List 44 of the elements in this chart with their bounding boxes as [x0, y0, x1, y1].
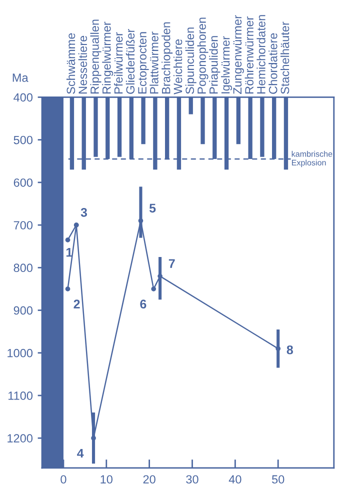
annotation: 7 [168, 259, 175, 268]
x-tick-label: Röhrenwürmer [244, 16, 254, 94]
x-tick-label: 40 [228, 475, 242, 484]
x-tick-label: 20 [143, 475, 156, 484]
annotation: 6 [140, 300, 146, 309]
x-tick-label: Plattwürmer [150, 32, 158, 94]
x-tick-label: Igelwürmer [221, 36, 232, 94]
y-tick-label: 800 [14, 264, 33, 272]
annotation: 1 [66, 248, 72, 257]
ref-line-label: kambrische Explosion [292, 150, 332, 168]
y-tick-label: 600 [14, 178, 33, 187]
annotation: 5 [149, 204, 156, 213]
y-tick-label: 500 [14, 136, 33, 144]
x-tick-label: Gliederfüßer [126, 29, 135, 94]
y-axis-title: Ma [12, 74, 28, 82]
x-tick-label: Weichtiere [173, 39, 182, 94]
x-tick-label: Chordatiere [268, 33, 278, 94]
x-tick-label: Sipunculiden [185, 28, 196, 94]
x-tick-label: Schwämme [66, 33, 76, 94]
x-tick-label: 50 [272, 475, 284, 484]
annotation: 8 [286, 345, 293, 354]
x-tick-label: Brachiopoden [162, 22, 173, 94]
annotation: 3 [80, 208, 88, 217]
annotation: 2 [74, 300, 80, 308]
x-tick-label: Nesseltiere [78, 36, 88, 94]
y-tick-label: 400 [14, 93, 33, 102]
annotation: 4 [77, 448, 84, 458]
y-tick-label: 900 [14, 306, 33, 315]
x-tick-label: Hemichordaten [256, 15, 266, 94]
x-tick-label: 0 [60, 475, 66, 484]
x-tick-label: Rippenquallen [90, 20, 102, 94]
x-tick-label: 10 [100, 475, 112, 484]
x-tick-label: Ringelwürmer [102, 22, 114, 94]
x-tick-label: 30 [186, 475, 198, 484]
y-tick-label: 1200 [8, 434, 33, 442]
x-tick-label: Ectoprocten [138, 32, 149, 94]
y-tick-label: 1000 [8, 348, 33, 358]
x-tick-label: Pfeilwürmer [114, 32, 123, 94]
y-tick-label: 1100 [8, 392, 33, 400]
y-tick-label: 700 [14, 221, 33, 230]
x-tick-label: Stachelhäuter [280, 22, 290, 94]
x-tick-label: Priapuliden [209, 36, 220, 94]
x-tick-label: Pogonophoren [197, 18, 208, 94]
x-tick-label: Zungenwürmer [233, 15, 244, 94]
